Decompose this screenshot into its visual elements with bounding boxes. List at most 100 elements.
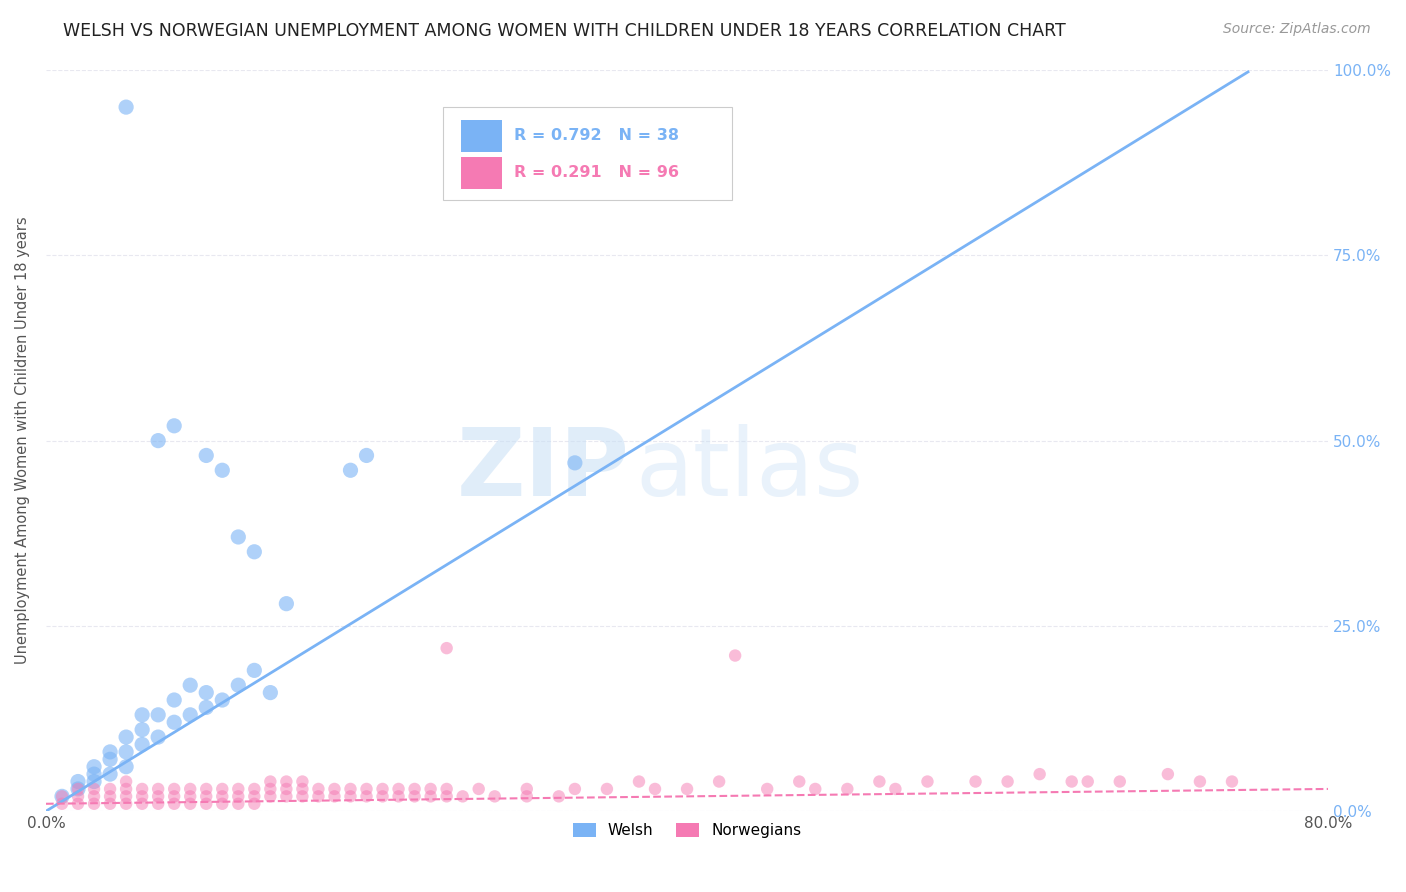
- Point: [419, 781, 441, 796]
- Point: [516, 789, 538, 804]
- Point: [211, 789, 233, 804]
- Point: [707, 774, 730, 789]
- FancyBboxPatch shape: [443, 107, 733, 200]
- Point: [66, 774, 89, 789]
- Point: [98, 745, 121, 759]
- Point: [179, 797, 201, 811]
- Point: [195, 449, 218, 463]
- Point: [195, 789, 218, 804]
- Point: [131, 723, 153, 737]
- Point: [1028, 767, 1050, 781]
- Point: [243, 781, 266, 796]
- Point: [371, 781, 394, 796]
- Point: [276, 789, 298, 804]
- Point: [356, 781, 378, 796]
- Point: [83, 781, 105, 796]
- Text: Source: ZipAtlas.com: Source: ZipAtlas.com: [1223, 22, 1371, 37]
- Point: [115, 760, 138, 774]
- Point: [211, 463, 233, 477]
- Point: [115, 100, 138, 114]
- Point: [195, 781, 218, 796]
- Point: [436, 789, 458, 804]
- Point: [484, 789, 506, 804]
- Point: [226, 789, 249, 804]
- Point: [371, 789, 394, 804]
- Point: [115, 797, 138, 811]
- Text: atlas: atlas: [636, 425, 865, 516]
- Point: [436, 641, 458, 656]
- Point: [66, 789, 89, 804]
- Point: [259, 789, 281, 804]
- Point: [243, 664, 266, 678]
- Point: [226, 678, 249, 692]
- Point: [1060, 774, 1083, 789]
- Text: WELSH VS NORWEGIAN UNEMPLOYMENT AMONG WOMEN WITH CHILDREN UNDER 18 YEARS CORRELA: WELSH VS NORWEGIAN UNEMPLOYMENT AMONG WO…: [63, 22, 1066, 40]
- Point: [179, 781, 201, 796]
- Point: [98, 752, 121, 766]
- Point: [66, 781, 89, 796]
- Point: [115, 781, 138, 796]
- Point: [211, 781, 233, 796]
- Point: [179, 789, 201, 804]
- Point: [339, 463, 361, 477]
- Point: [787, 774, 810, 789]
- Point: [226, 530, 249, 544]
- Point: [98, 797, 121, 811]
- Point: [51, 789, 73, 804]
- Point: [356, 449, 378, 463]
- Point: [644, 781, 666, 796]
- Point: [276, 774, 298, 789]
- Point: [596, 781, 619, 796]
- Point: [83, 767, 105, 781]
- Point: [627, 774, 650, 789]
- Point: [131, 707, 153, 722]
- Point: [323, 781, 346, 796]
- Point: [146, 730, 169, 744]
- Point: [804, 781, 827, 796]
- Point: [291, 789, 314, 804]
- Point: [66, 781, 89, 796]
- Point: [243, 545, 266, 559]
- Point: [547, 789, 569, 804]
- Point: [1157, 767, 1180, 781]
- Point: [146, 789, 169, 804]
- FancyBboxPatch shape: [461, 120, 502, 153]
- Point: [66, 797, 89, 811]
- Point: [965, 774, 987, 789]
- Point: [195, 700, 218, 714]
- Point: [387, 789, 409, 804]
- Point: [387, 781, 409, 796]
- Point: [339, 781, 361, 796]
- Point: [195, 797, 218, 811]
- Point: [131, 797, 153, 811]
- Point: [419, 789, 441, 804]
- Point: [276, 781, 298, 796]
- Point: [276, 597, 298, 611]
- Point: [83, 760, 105, 774]
- Point: [163, 715, 186, 730]
- Point: [259, 685, 281, 699]
- Point: [1188, 774, 1211, 789]
- Point: [179, 678, 201, 692]
- Point: [83, 789, 105, 804]
- Text: R = 0.291   N = 96: R = 0.291 N = 96: [515, 165, 679, 180]
- Point: [917, 774, 939, 789]
- Point: [115, 789, 138, 804]
- Point: [467, 781, 489, 796]
- Point: [756, 781, 779, 796]
- Point: [115, 730, 138, 744]
- Point: [1108, 774, 1130, 789]
- Point: [868, 774, 890, 789]
- Point: [146, 707, 169, 722]
- Point: [307, 789, 329, 804]
- Point: [98, 789, 121, 804]
- Point: [179, 707, 201, 722]
- Point: [83, 774, 105, 789]
- Point: [226, 797, 249, 811]
- Point: [356, 789, 378, 804]
- Point: [404, 789, 426, 804]
- FancyBboxPatch shape: [461, 157, 502, 189]
- Point: [724, 648, 747, 663]
- Point: [884, 781, 907, 796]
- Point: [195, 685, 218, 699]
